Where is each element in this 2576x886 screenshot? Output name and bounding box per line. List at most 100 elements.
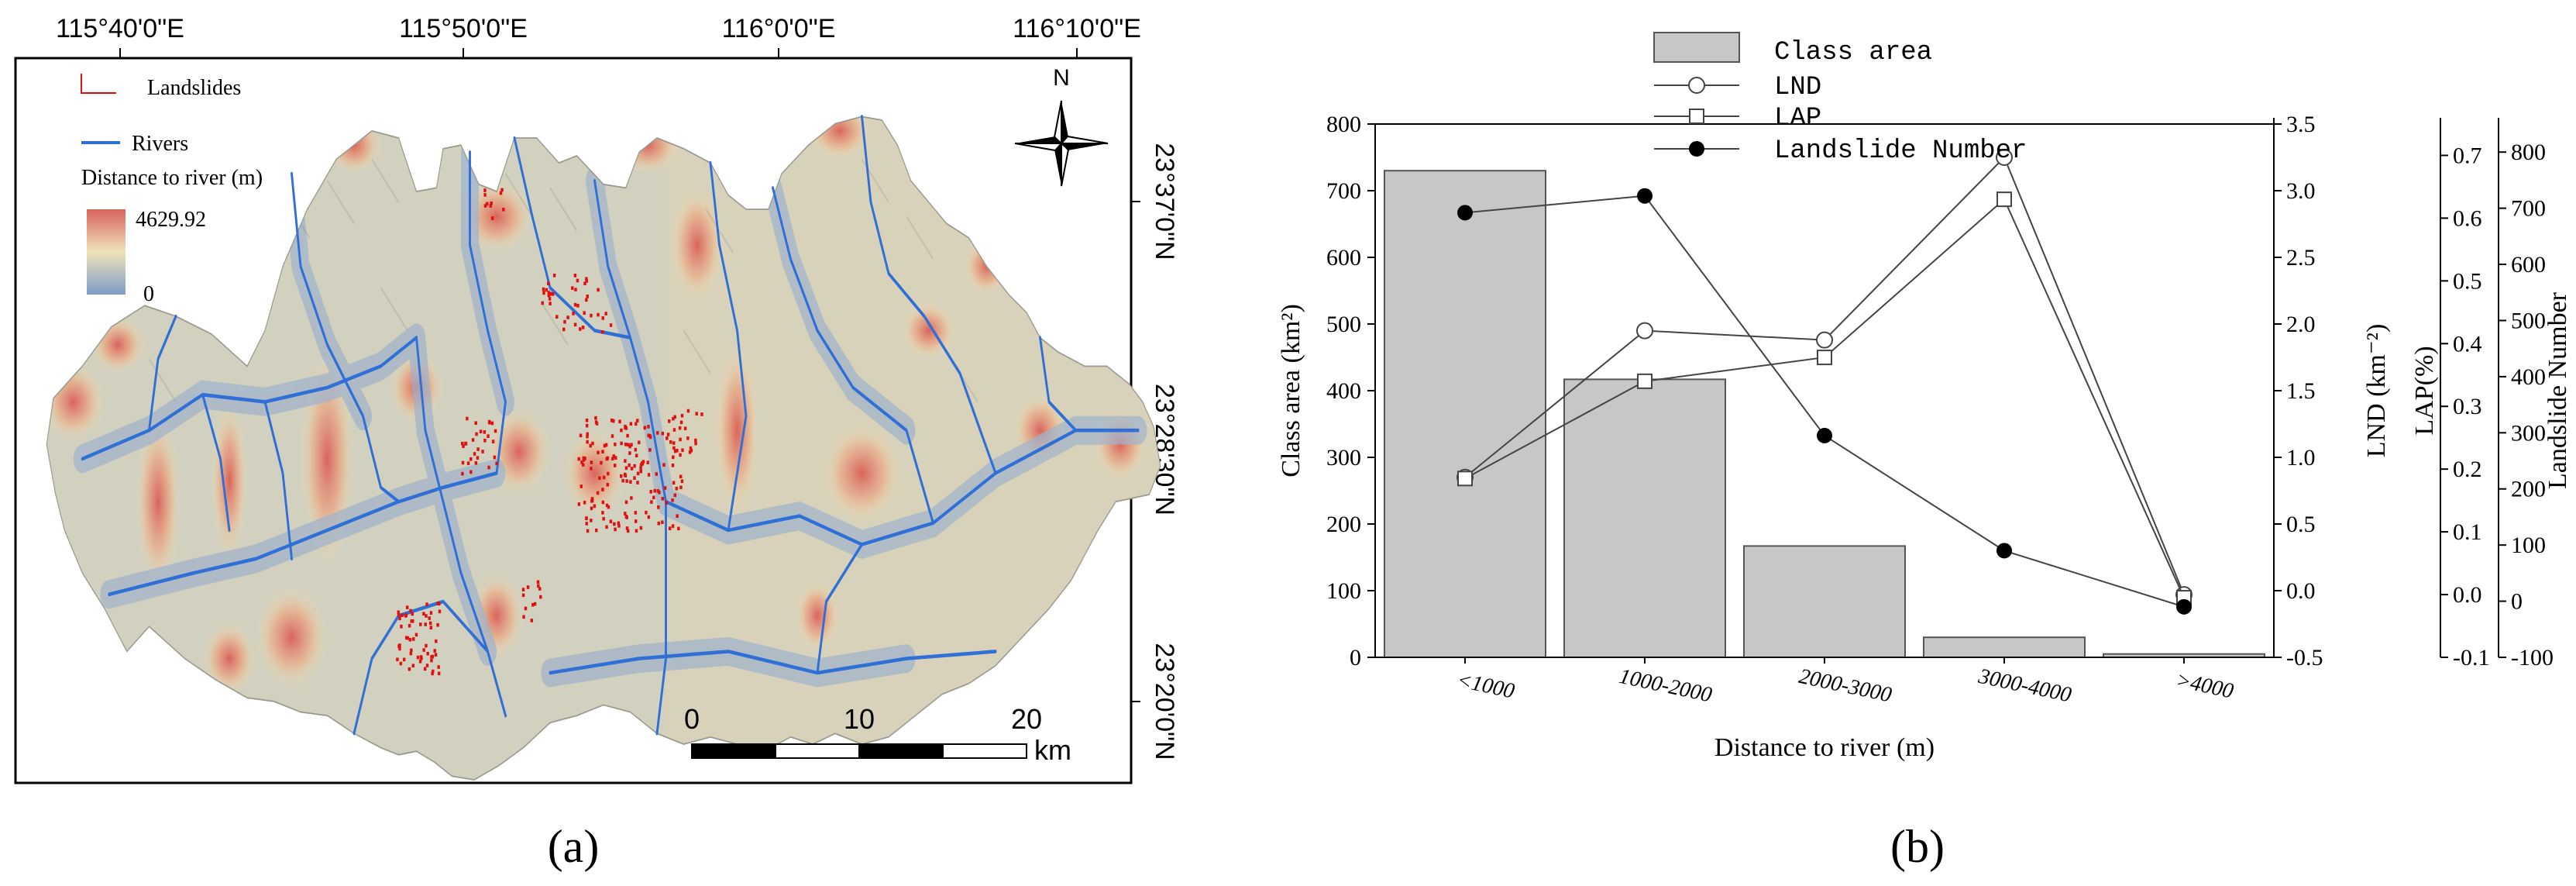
landslide-dot: [601, 488, 604, 491]
landslide-dot: [410, 619, 413, 623]
landslide-dot: [521, 588, 525, 591]
landslide-dot: [679, 474, 683, 479]
legend-lnd-marker: [1688, 77, 1705, 94]
landslide-dot: [661, 520, 664, 525]
landslide_number-axis-tick-label: 300: [2511, 420, 2546, 446]
landslide-dot: [416, 655, 420, 660]
landslide-dot: [639, 469, 643, 474]
landslide-dot: [628, 451, 631, 455]
river: [665, 428, 1140, 546]
landslide-dot: [596, 491, 600, 495]
landslide-dot: [461, 471, 464, 476]
landslide-dot: [475, 432, 478, 436]
landslide-dot: [585, 277, 588, 281]
left-axis-tick-label: 600: [1326, 245, 1361, 271]
landslide-dot: [433, 649, 436, 653]
landslide-dot: [624, 500, 628, 505]
landslide-dot: [673, 449, 677, 453]
landslide-dot: [585, 298, 588, 302]
scale-segment: [858, 743, 944, 759]
landslide-dot: [537, 584, 540, 588]
lap-axis-label: LAP(%): [2410, 346, 2439, 435]
landslide-dot: [629, 480, 632, 484]
lap-axis-tick-label: 0.7: [2453, 143, 2482, 168]
landslide-dot: [626, 433, 629, 438]
landslide-dot: [461, 460, 465, 465]
landslide-dot: [572, 312, 575, 315]
landslide-dot: [429, 611, 433, 615]
landslide-dot: [604, 443, 608, 447]
landslide-dot: [425, 664, 429, 667]
landslide-dot: [471, 438, 475, 442]
landslide-dot: [593, 504, 597, 509]
landslide-dot: [432, 669, 435, 674]
landslide-dot: [530, 619, 534, 622]
landslide-dot: [582, 463, 585, 467]
landslide-dot: [667, 419, 671, 423]
river: [263, 400, 293, 561]
legend-min-value: 0: [143, 282, 154, 306]
landslide-dot: [571, 286, 574, 290]
landslide-dot: [602, 475, 606, 480]
landslide-dot: [425, 614, 428, 618]
landslide-dot: [597, 288, 600, 292]
landslide-dot: [583, 281, 586, 285]
landslide-dot: [656, 489, 660, 493]
left-axis-tick-label: 200: [1326, 512, 1361, 537]
legend-landslides-label: Landslides: [147, 76, 241, 100]
landslide-dot: [648, 448, 652, 452]
landslide-dot: [671, 524, 675, 528]
color-ramp: [87, 209, 126, 295]
landslide-dot: [414, 633, 418, 637]
landslide-dot: [397, 610, 401, 615]
landslide-dot: [399, 661, 403, 666]
landslide-dot: [481, 450, 484, 453]
river: [108, 471, 498, 597]
landslide-dot: [630, 467, 634, 471]
landslide-dot: [628, 444, 631, 449]
landslide-dot: [686, 409, 690, 413]
landslide-number-point: [1637, 188, 1653, 204]
landslide-dot: [619, 474, 623, 478]
landslide-dot: [589, 443, 592, 448]
landslide-dot: [462, 444, 465, 448]
landslide-dot: [679, 453, 682, 457]
landslide-dot: [689, 446, 693, 450]
landslide-dot: [638, 440, 641, 445]
landslide-dot: [583, 311, 586, 315]
left-axis-tick-label: 300: [1326, 445, 1361, 471]
landslide-dot: [590, 506, 593, 511]
landslide-dot: [605, 503, 609, 508]
landslide-dot: [610, 434, 614, 438]
landslide-dot: [652, 495, 655, 500]
landslide-dot: [678, 426, 682, 430]
landslide-dot: [585, 423, 589, 428]
landslide-dot: [404, 613, 408, 617]
scale-tick-label: 20: [1011, 703, 1042, 735]
landslide-dot: [688, 450, 692, 454]
landslide-dot: [488, 420, 491, 425]
landslide-dot: [536, 580, 540, 584]
landslide-dot: [438, 602, 441, 606]
landslide-dot: [634, 447, 638, 452]
bar-class-area: [1563, 378, 1726, 658]
landslide-dot: [461, 441, 464, 446]
landslide-dot: [607, 505, 610, 509]
landslide-dot: [635, 453, 638, 458]
landslide-dot: [666, 433, 670, 436]
x-axis-tick-label: 3000-4000: [1976, 664, 2073, 708]
coord-top-4: 116°10'0"E: [1013, 14, 1141, 43]
lap-axis-tick-label: 0.3: [2453, 394, 2482, 419]
landslide-dot: [636, 419, 639, 422]
landslide-dot: [483, 430, 487, 434]
landslide-dot: [547, 281, 550, 285]
landslide-dot: [585, 418, 589, 422]
x-axis-tick-label: <1000: [1455, 668, 1517, 704]
landslide-dot: [542, 287, 545, 291]
coord-top-3: 116°0'0"E: [722, 14, 836, 43]
landslide-dot: [661, 431, 665, 436]
landslide-dot: [647, 433, 650, 438]
lap-axis-tick-label: 0.1: [2453, 519, 2482, 545]
landslide-dot: [665, 501, 668, 505]
river: [291, 171, 400, 504]
